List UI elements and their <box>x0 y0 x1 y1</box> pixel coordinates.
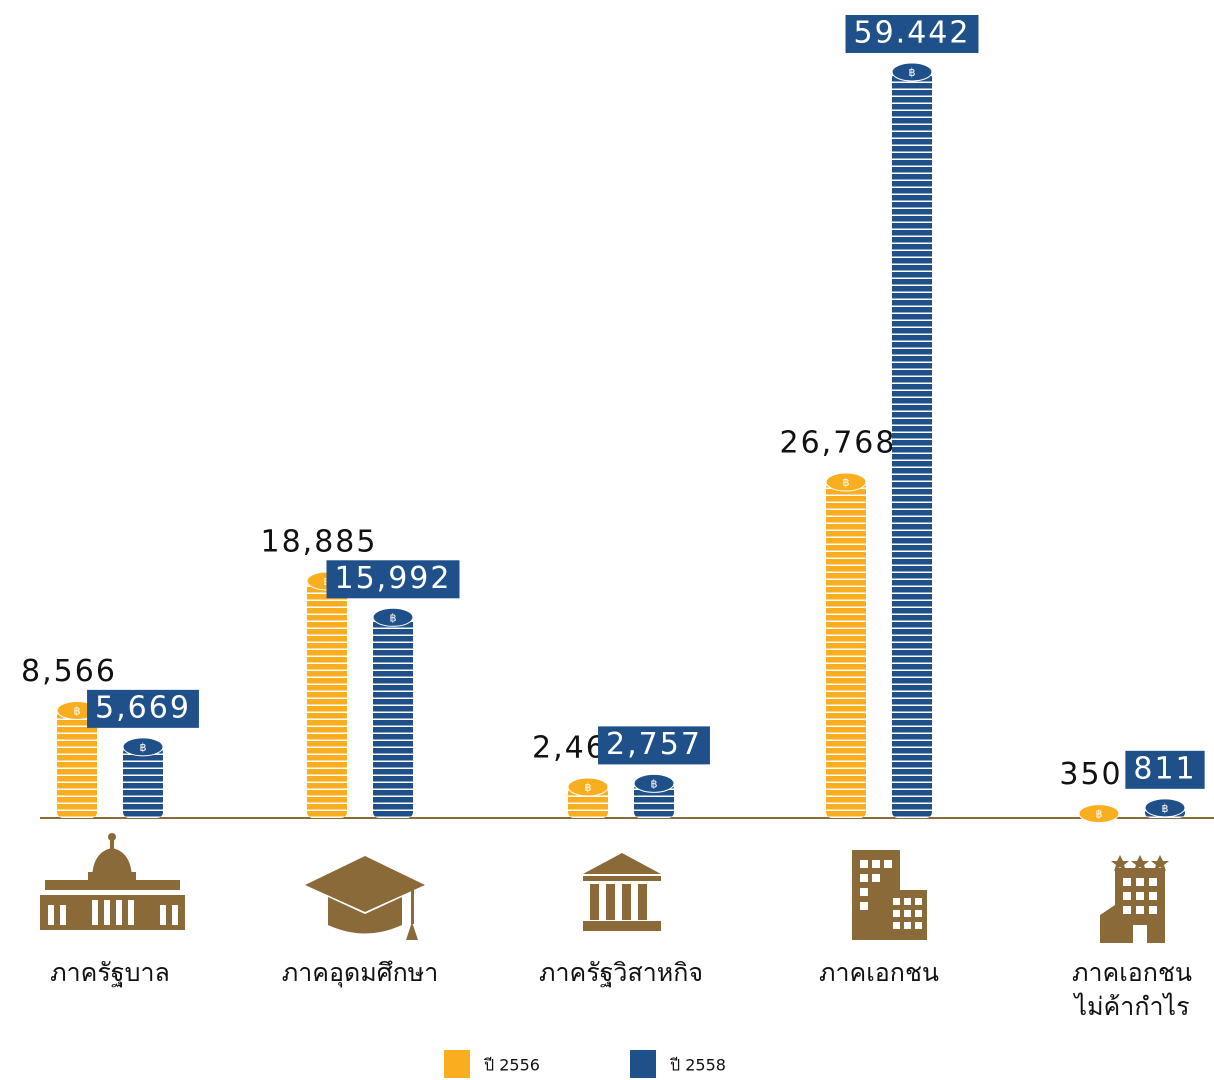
legend-label: ปี 2556 <box>484 1056 540 1075</box>
coin-stack <box>892 72 932 818</box>
category-label: ภาคเอกชน <box>819 958 939 987</box>
value-label: 18,885 <box>261 524 378 559</box>
coin-symbol: ฿ <box>390 611 397 624</box>
value-label: 15,992 <box>335 561 452 596</box>
coin-stack <box>123 746 163 818</box>
coin-stack <box>826 482 866 818</box>
coin-symbol: ฿ <box>651 777 658 790</box>
category-label: ภาครัฐวิสาหกิจ <box>538 958 704 987</box>
coin-symbol: ฿ <box>74 704 81 717</box>
value-label-box <box>1125 750 1205 789</box>
top-coin <box>825 472 867 492</box>
value-label: 2,757 <box>606 727 702 762</box>
top-coin <box>891 62 933 82</box>
top-coin <box>633 773 675 793</box>
coin-stack <box>307 580 347 818</box>
coin-symbol: ฿ <box>909 66 916 79</box>
value-label-box <box>598 726 710 765</box>
coin-symbol: ฿ <box>843 476 850 489</box>
coin-stack <box>634 783 674 818</box>
coin-stack <box>57 710 97 818</box>
icon-university <box>305 856 425 940</box>
legend-label: ปี 2558 <box>670 1056 726 1075</box>
category-label: ภาคเอกชน ไม่ค้ากำไร <box>1072 958 1192 1021</box>
coin-symbol: ฿ <box>140 741 147 754</box>
value-label-box <box>845 15 979 53</box>
value-label: 59.442 <box>854 16 971 51</box>
top-coin <box>1078 804 1120 824</box>
top-coin <box>122 737 164 757</box>
top-coin <box>567 777 609 797</box>
icon-state-enterprise <box>583 853 661 931</box>
value-label: 350 <box>1059 757 1122 792</box>
top-coin <box>372 607 414 627</box>
value-label: 26,768 <box>780 426 897 461</box>
coin-symbol: ฿ <box>1162 802 1169 815</box>
category-label: ภาคอุดมศึกษา <box>281 958 439 987</box>
value-label: 8,566 <box>21 654 117 689</box>
value-label-box <box>326 560 460 599</box>
coin-symbol: ฿ <box>585 781 592 794</box>
value-label: 811 <box>1133 751 1196 786</box>
legend-swatch <box>444 1050 470 1078</box>
legend-swatch <box>630 1050 656 1078</box>
category-label: ภาครัฐบาล <box>50 958 170 987</box>
value-label: 5,669 <box>95 690 191 725</box>
coin-symbol: ฿ <box>1096 808 1103 821</box>
value-label-box <box>87 689 199 728</box>
coin-stack <box>373 617 413 818</box>
top-coin <box>1144 798 1186 818</box>
